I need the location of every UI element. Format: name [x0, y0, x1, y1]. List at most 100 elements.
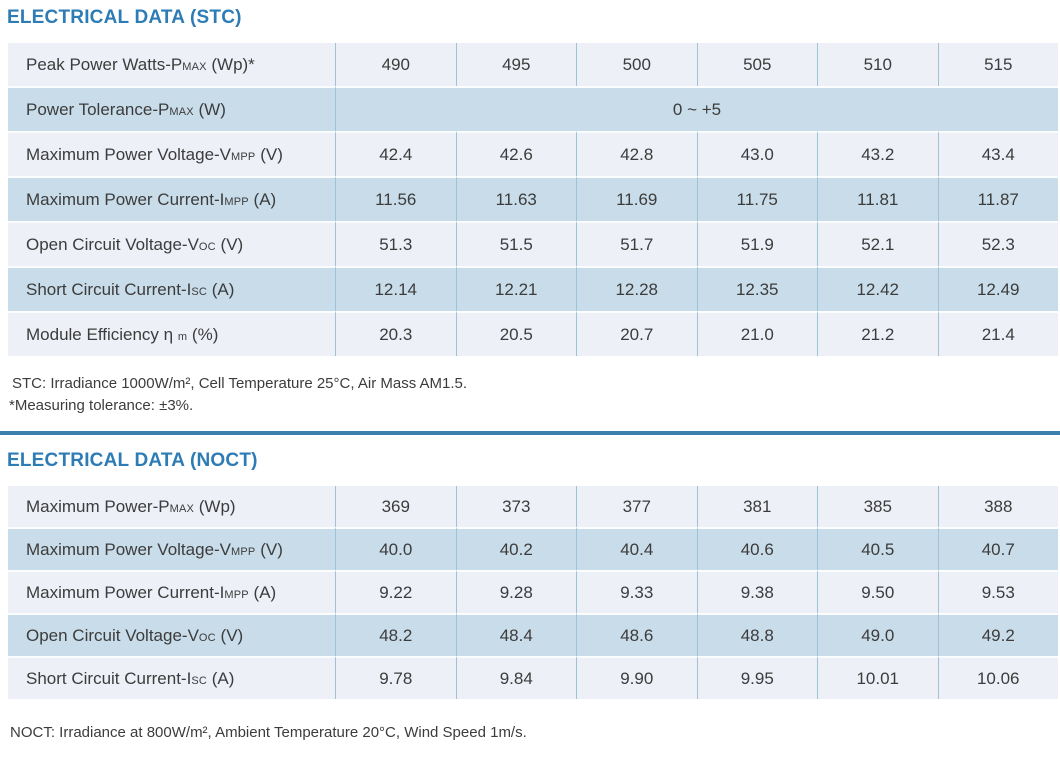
cell-value: 48.2 — [335, 613, 456, 656]
cell-value: 9.28 — [455, 570, 576, 613]
row-label-post: (W) — [193, 99, 226, 119]
cell-value: 12.42 — [817, 266, 938, 311]
row-label: Short Circuit Current-ISC (A) — [8, 266, 335, 311]
row-label-post: (Wp)* — [206, 54, 255, 74]
cell-value: 9.78 — [335, 656, 456, 699]
row-label-post: (V) — [255, 539, 283, 559]
cell-value: 51.5 — [455, 221, 576, 266]
row-label: Short Circuit Current-ISC (A) — [8, 656, 335, 699]
cell-value: 42.8 — [576, 131, 697, 176]
cell-value: 52.1 — [817, 221, 938, 266]
cell-value: 505 — [696, 43, 817, 86]
cell-value: 42.6 — [455, 131, 576, 176]
cell-value: 11.75 — [696, 176, 817, 221]
noct-footnote-conditions: NOCT: Irradiance at 800W/m², Ambient Tem… — [10, 724, 527, 741]
cell-value: 385 — [817, 486, 938, 527]
cell-value: 48.6 — [576, 613, 697, 656]
row-label-pre: Open Circuit Voltage-V — [26, 625, 199, 645]
cell-value: 51.7 — [576, 221, 697, 266]
row-label-pre: Short Circuit Current-I — [26, 279, 192, 299]
cell-value: 42.4 — [335, 131, 456, 176]
row-label-pre: Maximum Power Current-I — [26, 582, 225, 602]
row-label-pre: Power Tolerance-P — [26, 99, 170, 119]
cell-value: 43.0 — [696, 131, 817, 176]
cell-value: 11.63 — [455, 176, 576, 221]
table-row-max-power-voltage: Maximum Power Voltage-VMPP (V) 42.4 42.6… — [8, 131, 1058, 176]
cell-value: 48.4 — [455, 613, 576, 656]
cell-value: 40.0 — [335, 527, 456, 570]
row-label: Module Efficiency η m (%) — [8, 311, 335, 356]
table-row-peak-power: Peak Power Watts-PMAX (Wp)* 490 495 500 … — [8, 43, 1058, 86]
cell-value: 12.28 — [576, 266, 697, 311]
cell-value: 11.81 — [817, 176, 938, 221]
cell-value: 40.5 — [817, 527, 938, 570]
cell-value: 12.21 — [455, 266, 576, 311]
row-label-post: (V) — [255, 144, 283, 164]
row-label-sub: MPP — [231, 150, 256, 163]
stc-table: Peak Power Watts-PMAX (Wp)* 490 495 500 … — [8, 43, 1058, 356]
cell-value: 20.3 — [335, 311, 456, 356]
row-label-post: (Wp) — [194, 496, 236, 516]
row-label-sub: m — [177, 330, 188, 343]
cell-value: 43.4 — [937, 131, 1058, 176]
cell-value: 21.2 — [817, 311, 938, 356]
row-label-pre: Maximum Power Voltage-V — [26, 144, 232, 164]
row-label-sub: OC — [198, 240, 216, 253]
row-label-sub: MPP — [224, 588, 249, 601]
row-label-pre: Maximum Power Voltage-V — [26, 539, 232, 559]
cell-value: 9.38 — [696, 570, 817, 613]
table-row-max-power-current: Maximum Power Current-IMPP (A) 11.56 11.… — [8, 176, 1058, 221]
row-label-pre: Maximum Power-P — [26, 496, 170, 516]
row-label-sub: SC — [191, 674, 208, 687]
cell-value: 40.4 — [576, 527, 697, 570]
table-row-power-tolerance: Power Tolerance-PMAX (W) 0 ~ +5 — [8, 86, 1058, 131]
cell-value: 43.2 — [817, 131, 938, 176]
row-label-post: (%) — [187, 324, 219, 344]
row-label-sub: SC — [191, 285, 208, 298]
cell-value: 9.33 — [576, 570, 697, 613]
row-label: Maximum Power Voltage-VMPP (V) — [8, 131, 335, 176]
row-label-post: (A) — [248, 189, 277, 209]
row-label-sub: MAX — [169, 502, 195, 515]
cell-value: 490 — [335, 43, 456, 86]
cell-value: 51.9 — [696, 221, 817, 266]
cell-value: 9.50 — [817, 570, 938, 613]
table-row-open-circuit-voltage: Open Circuit Voltage-VOC (V) 51.3 51.5 5… — [8, 221, 1058, 266]
cell-value: 11.87 — [937, 176, 1058, 221]
stc-section: ELECTRICAL DATA (STC) Peak Power Watts-P… — [0, 7, 1060, 417]
cell-value: 51.3 — [335, 221, 456, 266]
row-label-post: (A) — [207, 279, 235, 299]
row-label: Maximum Power Current-IMPP (A) — [8, 570, 335, 613]
cell-span-value: 0 ~ +5 — [335, 86, 1058, 131]
cell-value: 20.7 — [576, 311, 697, 356]
row-label: Maximum Power-PMAX (Wp) — [8, 486, 335, 527]
cell-value: 12.35 — [696, 266, 817, 311]
cell-value: 20.5 — [455, 311, 576, 356]
row-label-pre: Maximum Power Current-I — [26, 189, 225, 209]
table-row-module-efficiency: Module Efficiency η m (%) 20.3 20.5 20.7… — [8, 311, 1058, 356]
cell-value: 377 — [576, 486, 697, 527]
row-label: Open Circuit Voltage-VOC (V) — [8, 221, 335, 266]
row-label-sub: MPP — [231, 545, 256, 558]
cell-value: 10.06 — [937, 656, 1058, 699]
row-label-sub: MAX — [169, 105, 194, 118]
cell-value: 12.49 — [937, 266, 1058, 311]
row-label: Maximum Power Voltage-VMPP (V) — [8, 527, 335, 570]
cell-value: 52.3 — [937, 221, 1058, 266]
stc-footnote-tolerance: *Measuring tolerance: ±3%. — [9, 397, 194, 414]
cell-value: 12.14 — [335, 266, 456, 311]
row-label: Open Circuit Voltage-VOC (V) — [8, 613, 335, 656]
row-label: Peak Power Watts-PMAX (Wp)* — [8, 43, 335, 86]
section-divider — [0, 431, 1060, 435]
cell-value: 40.6 — [696, 527, 817, 570]
cell-value: 510 — [817, 43, 938, 86]
table-row-short-circuit-current: Short Circuit Current-ISC (A) 9.78 9.84 … — [8, 656, 1058, 699]
cell-value: 500 — [576, 43, 697, 86]
cell-value: 49.2 — [937, 613, 1058, 656]
cell-value: 21.4 — [937, 311, 1058, 356]
row-label-pre: Module Efficiency η — [26, 324, 178, 344]
noct-section: ELECTRICAL DATA (NOCT) Maximum Power-PMA… — [0, 450, 1060, 744]
table-row-short-circuit-current: Short Circuit Current-ISC (A) 12.14 12.2… — [8, 266, 1058, 311]
table-row-open-circuit-voltage: Open Circuit Voltage-VOC (V) 48.2 48.4 4… — [8, 613, 1058, 656]
table-row-max-power-current: Maximum Power Current-IMPP (A) 9.22 9.28… — [8, 570, 1058, 613]
